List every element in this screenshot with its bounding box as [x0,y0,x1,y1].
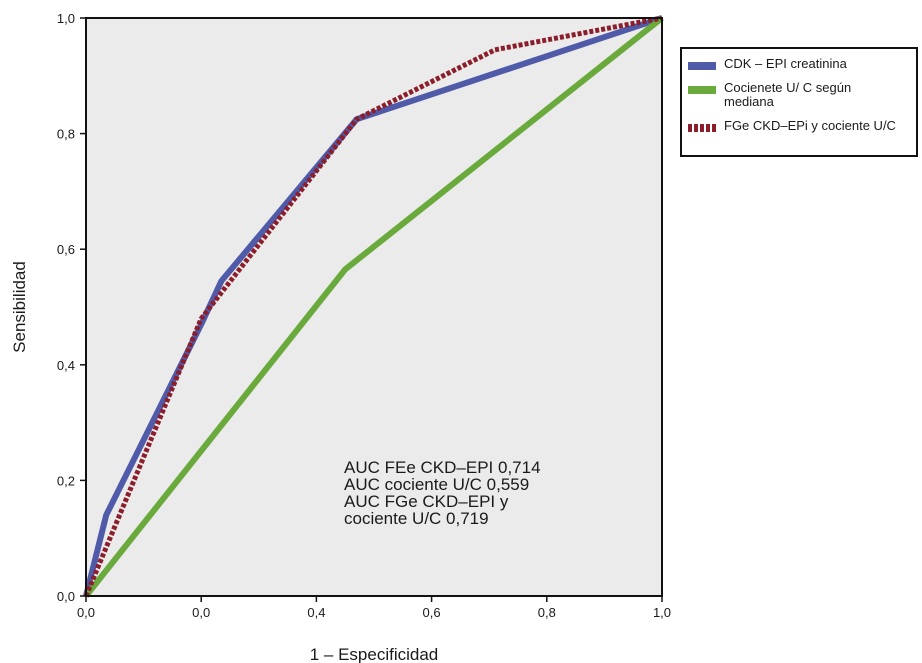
auc-line-1: AUC FEe CKD–EPI 0,714 [344,458,541,477]
legend-item-cociente: Cocienete U/ C según mediana [688,81,904,109]
series-lines [83,15,664,598]
legend-swatch-cociente [688,86,716,94]
x-axis-title: 1 – Especificidad [310,645,439,663]
y-tick-label: 0,6 [57,242,75,257]
x-tick-label: 0,8 [538,605,556,620]
x-tick-label: 0,0 [192,605,210,620]
legend-item-cdk-epi: CDK – EPI creatinina [688,57,904,71]
curve-cociente [83,15,664,598]
legend-swatch-cdk-epi [688,62,716,70]
y-axis-title: Sensibilidad [10,261,29,353]
x-axis-ticks: 0,0 0,0 0,4 0,6 0,8 1,0 [77,596,671,620]
y-axis-ticks: 0,0 0,2 0,4 0,6 0,8 1,0 [57,11,86,604]
x-tick-label: 0,6 [423,605,441,620]
plot-frame [85,17,663,597]
x-tick-label: 0,0 [77,605,95,620]
y-tick-label: 0,8 [57,127,75,142]
legend-item-fge: FGe CKD–EPi y cociente U/C [688,119,904,133]
legend-label-cociente: Cocienete U/ C según mediana [724,80,852,109]
auc-annotation: AUC FEe CKD–EPI 0,714 AUC cociente U/C 0… [344,459,541,527]
legend-swatch-fge [688,124,716,132]
y-tick-label: 0,4 [57,358,75,373]
legend-label-cdk-epi: CDK – EPI creatinina [724,56,847,71]
x-tick-label: 0,4 [307,605,325,620]
auc-line-3: AUC FGe CKD–EPI y [344,492,509,511]
legend-label-fge: FGe CKD–EPi y cociente U/C [724,118,896,133]
auc-line-4: cociente U/C 0,719 [344,509,489,528]
x-tick-label: 1,0 [653,605,671,620]
legend: CDK – EPI creatinina Cocienete U/ C segú… [680,47,918,157]
y-tick-label: 1,0 [57,11,75,26]
auc-line-2: AUC cociente U/C 0,559 [344,475,530,494]
y-tick-label: 0,0 [57,589,75,604]
y-tick-label: 0,2 [57,473,75,488]
